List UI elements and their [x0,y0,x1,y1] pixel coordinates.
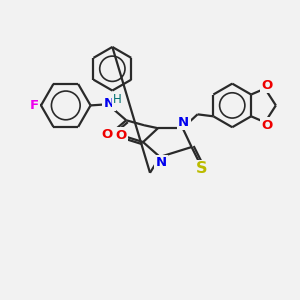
Text: O: O [261,119,273,132]
Text: O: O [116,129,127,142]
Text: S: S [196,161,207,176]
Text: N: N [155,156,167,170]
Text: O: O [102,128,113,141]
Text: F: F [29,99,39,112]
Text: O: O [261,79,273,92]
Text: N: N [178,116,189,129]
Text: H: H [113,93,122,106]
Text: N: N [104,97,115,110]
